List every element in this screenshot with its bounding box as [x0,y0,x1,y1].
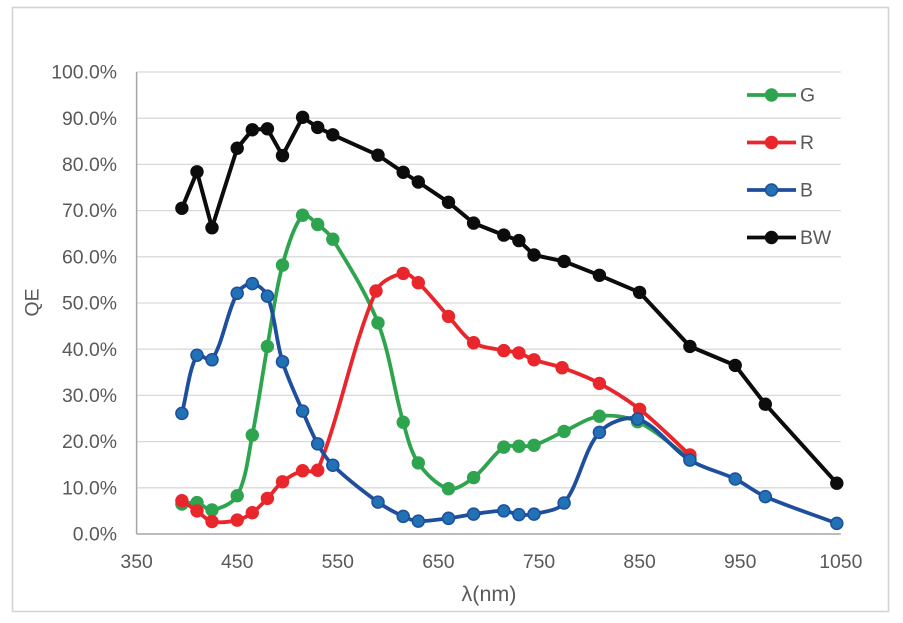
svg-text:20.0%: 20.0% [62,431,117,453]
svg-text:70.0%: 70.0% [62,200,117,222]
svg-text:650: 650 [422,551,455,573]
svg-text:B: B [800,180,813,202]
svg-text:350: 350 [120,551,153,573]
svg-text:50.0%: 50.0% [62,293,117,315]
svg-text:450: 450 [221,551,254,573]
svg-text:R: R [800,132,814,154]
svg-text:1050: 1050 [819,551,862,573]
svg-text:80.0%: 80.0% [62,154,117,176]
svg-text:950: 950 [724,551,757,573]
svg-text:30.0%: 30.0% [62,385,117,407]
svg-text:850: 850 [623,551,656,573]
svg-text:750: 750 [523,551,556,573]
svg-text:G: G [800,85,815,107]
svg-text:100.0%: 100.0% [51,62,117,84]
svg-text:10.0%: 10.0% [62,477,117,499]
svg-text:550: 550 [322,551,355,573]
svg-text:QE: QE [22,288,44,316]
svg-text:0.0%: 0.0% [73,524,117,546]
svg-text:BW: BW [800,227,832,249]
svg-text:60.0%: 60.0% [62,246,117,268]
svg-text:90.0%: 90.0% [62,108,117,130]
svg-text:λ(nm): λ(nm) [462,582,517,606]
svg-text:40.0%: 40.0% [62,339,117,361]
